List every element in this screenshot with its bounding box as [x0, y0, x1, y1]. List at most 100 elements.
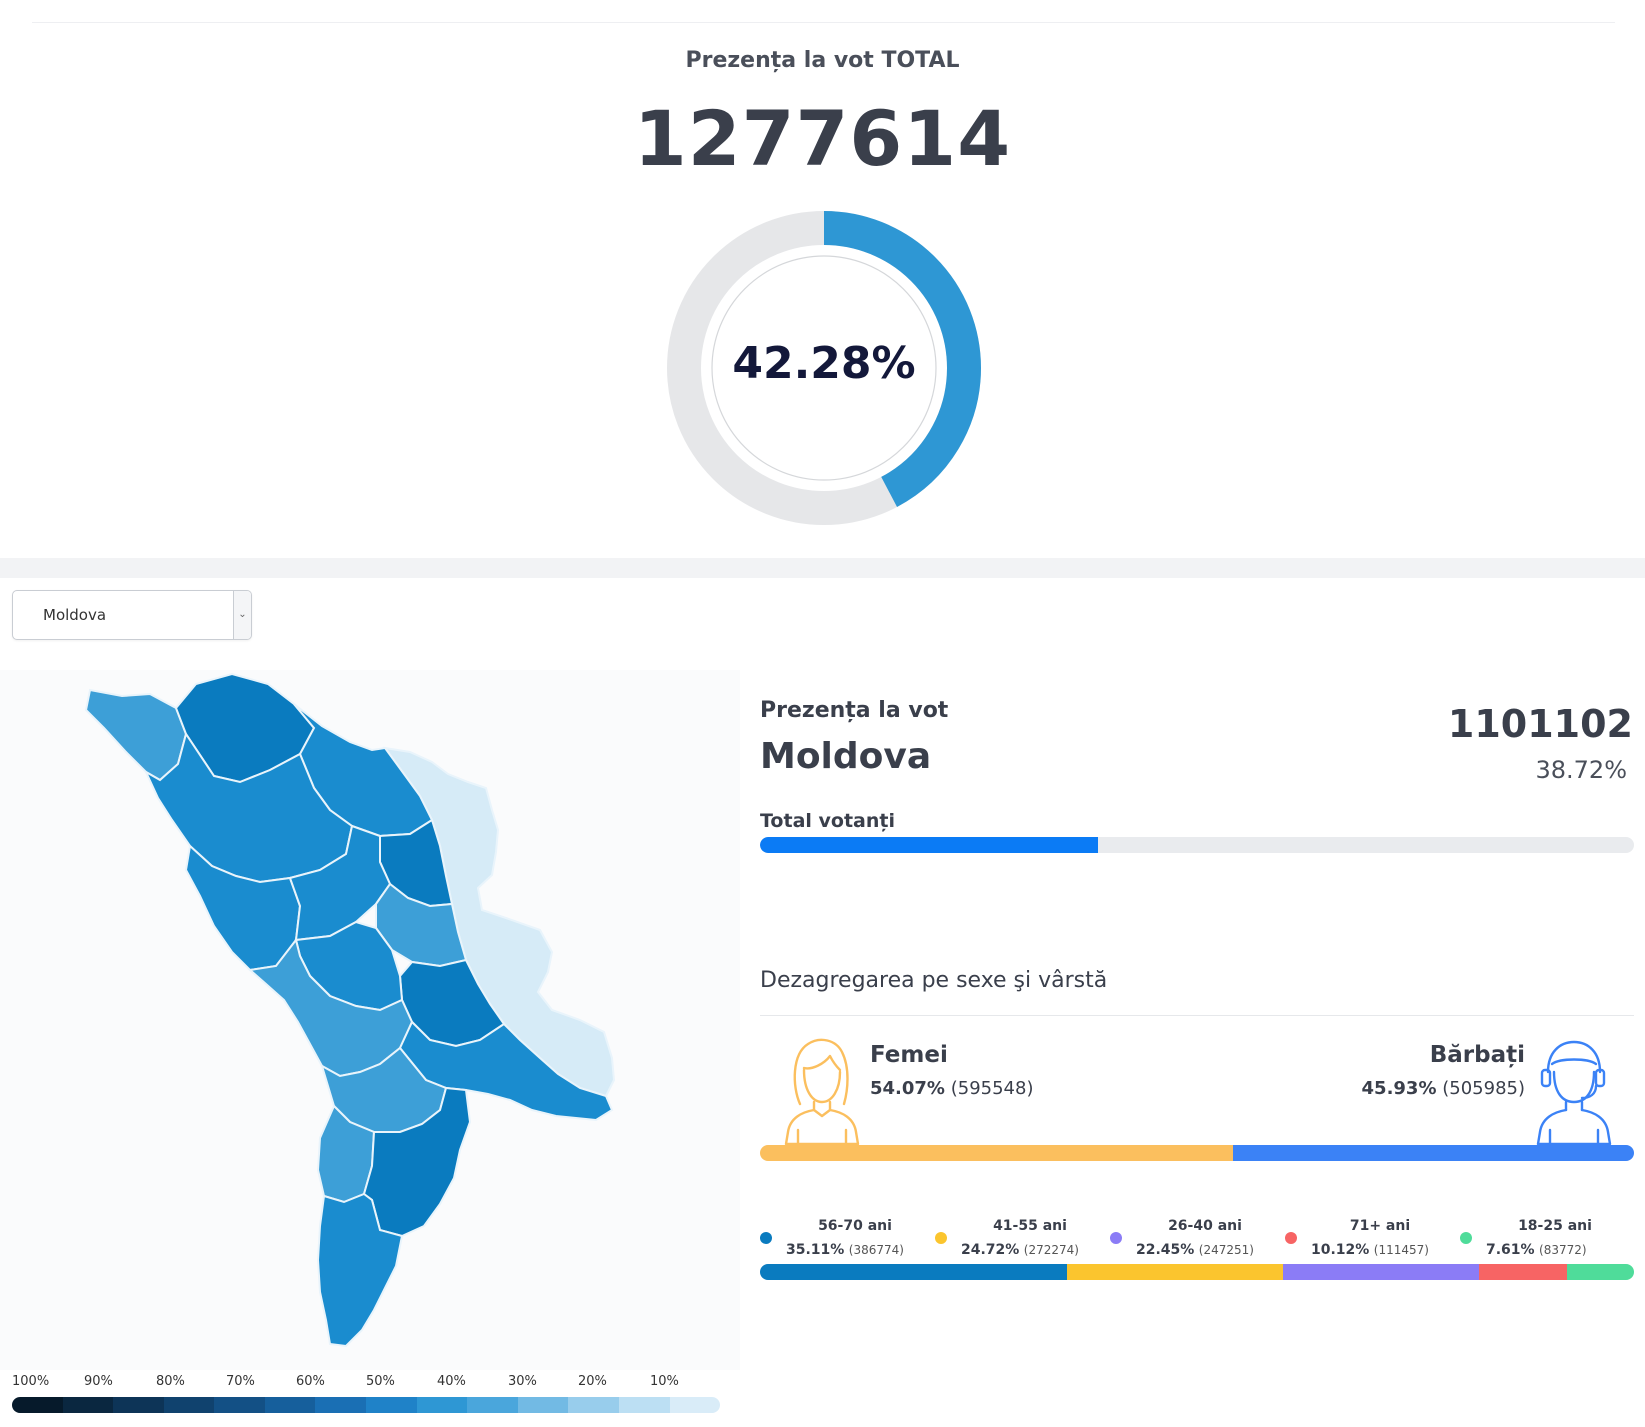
age-group-percent: 24.72%: [961, 1242, 1020, 1258]
age-bar-segment: [1282, 1264, 1480, 1280]
turnout-gauge: [667, 211, 981, 525]
age-group-item: 71+ ani 10.12% (111457): [1285, 1218, 1455, 1264]
total-voters-progress-fill: [760, 837, 1099, 853]
male-stats: 45.93% (505985): [1362, 1078, 1525, 1099]
breakdown-title: Dezagregarea pe sexe şi vârstă: [760, 968, 1108, 993]
legend-swatch: [315, 1397, 367, 1413]
age-group-stats: 7.61% (83772): [1486, 1242, 1587, 1258]
legend-swatch: [62, 1397, 114, 1413]
male-count: (505985): [1442, 1078, 1525, 1099]
male-percent: 45.93%: [1361, 1078, 1437, 1099]
total-voters-label: Total votanți: [760, 810, 895, 832]
legend-swatch: [467, 1397, 518, 1413]
map-legend-scale: [12, 1397, 720, 1413]
region-turnout-percent: 38.72%: [1535, 756, 1627, 784]
age-group-label: 56-70 ani: [818, 1218, 892, 1234]
age-distribution-bar: [760, 1264, 1634, 1280]
age-group-label: 26-40 ani: [1168, 1218, 1242, 1234]
female-percent: 54.07%: [870, 1078, 945, 1099]
legend-label: 10%: [650, 1374, 679, 1389]
divider: [760, 1015, 1634, 1016]
turnout-gauge-percent: 42.28%: [732, 338, 916, 389]
age-bar-segment: [1567, 1264, 1634, 1280]
legend-swatch: [568, 1397, 619, 1413]
age-group-label: 71+ ani: [1349, 1218, 1411, 1234]
sex-bar-male: [1232, 1145, 1634, 1161]
turnout-map: [0, 670, 740, 1370]
age-bar-segment: [1066, 1264, 1283, 1280]
region-turnout-label: Prezența la vot: [760, 698, 949, 723]
female-count: (595548): [950, 1078, 1034, 1099]
age-group-stats: 10.12% (111457): [1311, 1242, 1429, 1258]
legend-swatch: [416, 1397, 468, 1413]
female-stats: 54.07% (595548): [870, 1078, 1033, 1099]
female-icon: [784, 1038, 860, 1146]
total-voters-progress: [760, 837, 1634, 853]
age-group-item: 41-55 ani 24.72% (272274): [935, 1218, 1105, 1264]
age-group-count: (111457): [1373, 1243, 1429, 1257]
legend-label: 80%: [156, 1374, 185, 1389]
legend-swatch: [366, 1397, 417, 1413]
region-name: Moldova: [760, 736, 932, 777]
legend-label: 40%: [437, 1374, 466, 1389]
age-group-count: (83772): [1539, 1243, 1587, 1257]
age-group-label: 18-25 ani: [1518, 1218, 1592, 1234]
sex-distribution-bar: [760, 1145, 1634, 1161]
age-group-item: 56-70 ani 35.11% (386774): [760, 1218, 930, 1264]
divider: [32, 22, 1615, 23]
age-legend: 56-70 ani 35.11% (386774) 41-55 ani 24.7…: [760, 1218, 1634, 1264]
age-dot: [935, 1232, 947, 1244]
age-bar-segment: [1479, 1264, 1568, 1280]
chevron-down-icon[interactable]: ⌄: [233, 591, 251, 639]
legend-label: 20%: [578, 1374, 607, 1389]
age-dot: [1110, 1232, 1122, 1244]
legend-label: 90%: [84, 1374, 113, 1389]
legend-label: 30%: [508, 1374, 537, 1389]
legend-swatch: [618, 1397, 670, 1413]
age-dot: [1285, 1232, 1297, 1244]
age-group-percent: 10.12%: [1311, 1242, 1370, 1258]
legend-swatch: [163, 1397, 215, 1413]
age-group-count: (272274): [1023, 1243, 1079, 1257]
map-region-north-west[interactable]: [84, 688, 188, 782]
gauge-inner-ring: [711, 255, 937, 481]
legend-label: 100%: [12, 1374, 50, 1389]
age-group-stats: 24.72% (272274): [961, 1242, 1079, 1258]
age-group-count: (386774): [848, 1243, 904, 1257]
age-group-item: 26-40 ani 22.45% (247251): [1110, 1218, 1280, 1264]
age-group-label: 41-55 ani: [993, 1218, 1067, 1234]
map-legend-labels: 100% 90% 80% 70% 60% 50% 40% 30% 20% 10%: [12, 1374, 722, 1392]
total-turnout-count: 1277614: [633, 94, 1012, 183]
male-icon: [1536, 1040, 1612, 1146]
age-group-stats: 35.11% (386774): [786, 1242, 904, 1258]
map-region-far-south[interactable]: [316, 1192, 404, 1348]
legend-label: 70%: [226, 1374, 255, 1389]
total-turnout-section: Prezența la vot TOTAL 1277614 42.28%: [0, 0, 1645, 558]
total-turnout-title: Prezența la vot TOTAL: [685, 48, 960, 73]
female-label: Femei: [870, 1042, 948, 1068]
legend-label: 50%: [366, 1374, 395, 1389]
age-group-item: 18-25 ani 7.61% (83772): [1460, 1218, 1630, 1264]
legend-swatch: [669, 1397, 720, 1413]
age-group-stats: 22.45% (247251): [1136, 1242, 1254, 1258]
legend-label: 60%: [296, 1374, 325, 1389]
age-group-percent: 35.11%: [786, 1242, 845, 1258]
age-group-percent: 22.45%: [1136, 1242, 1195, 1258]
section-separator: [0, 558, 1645, 578]
region-select-value: Moldova: [43, 606, 107, 624]
age-dot: [1460, 1232, 1472, 1244]
gauge-arc: [667, 211, 981, 525]
legend-swatch: [214, 1397, 265, 1413]
legend-swatch: [12, 1397, 63, 1413]
region-select[interactable]: Moldova ⌄: [12, 590, 252, 640]
age-group-percent: 7.61%: [1486, 1242, 1535, 1258]
legend-swatch: [113, 1397, 164, 1413]
sex-bar-female: [760, 1145, 1233, 1161]
age-group-count: (247251): [1198, 1243, 1254, 1257]
male-label: Bărbați: [1429, 1042, 1525, 1068]
legend-swatch: [517, 1397, 569, 1413]
region-turnout-count: 1101102: [1447, 702, 1633, 746]
moldova-map: [84, 672, 616, 1348]
age-bar-segment: [760, 1264, 1067, 1280]
age-dot: [760, 1232, 772, 1244]
